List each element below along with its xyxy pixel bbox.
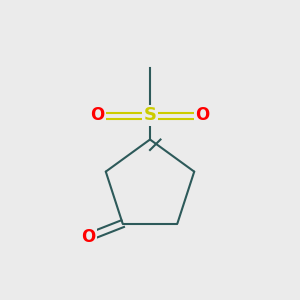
Text: O: O	[90, 106, 105, 124]
Text: S: S	[143, 106, 157, 124]
Text: O: O	[81, 228, 96, 246]
Text: O: O	[195, 106, 210, 124]
